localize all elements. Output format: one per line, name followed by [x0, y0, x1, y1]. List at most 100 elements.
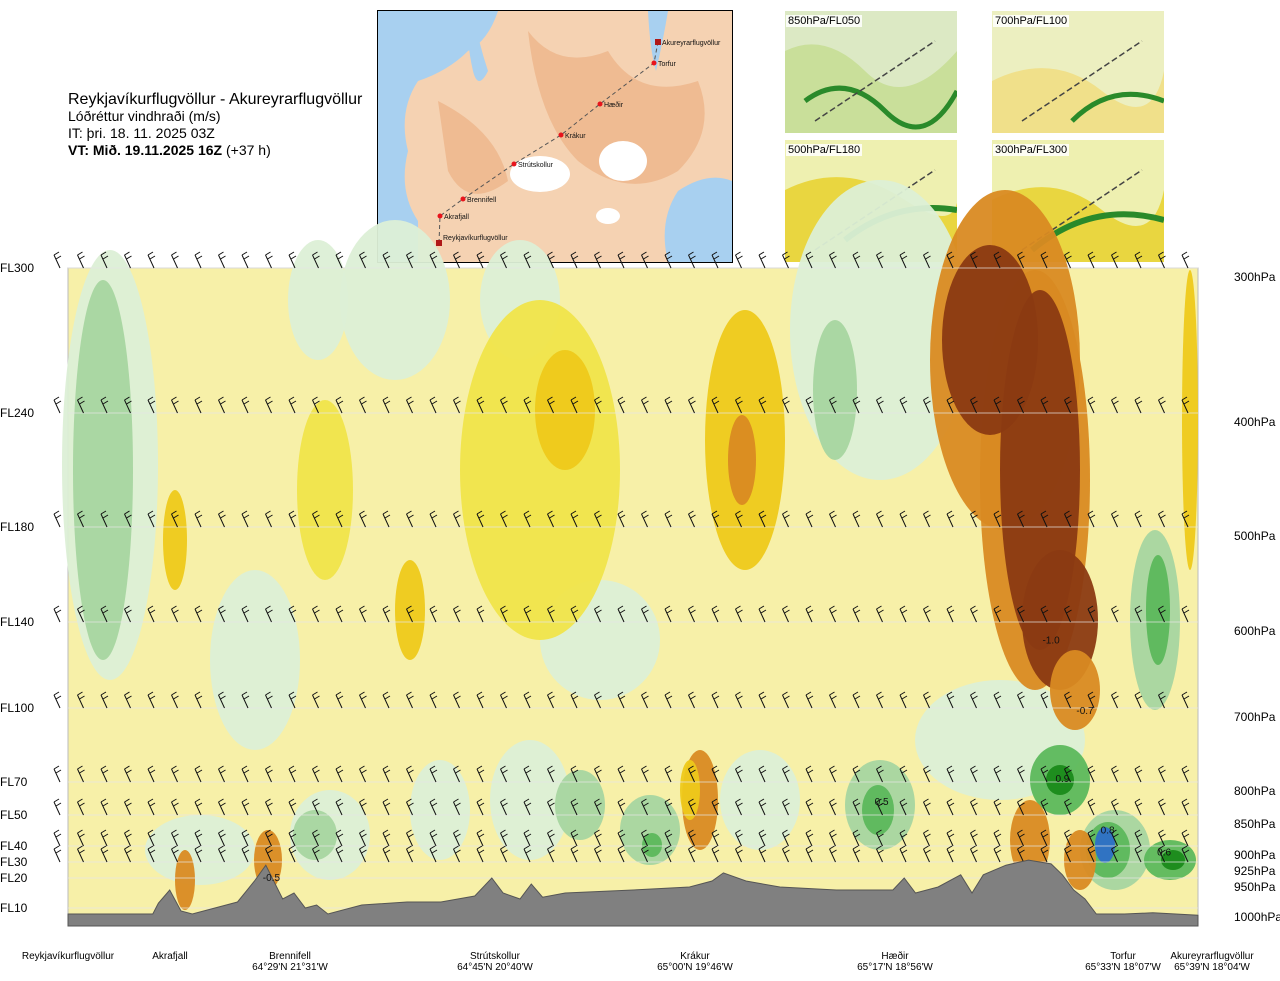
wind-barb [641, 251, 649, 269]
flight-level-label: FL50 [0, 808, 28, 822]
wind-barb [735, 605, 743, 623]
wind-barb [124, 691, 132, 709]
thumbnail-850hpa[interactable]: 850hPa/FL050 [785, 11, 957, 133]
wind-barb [53, 396, 62, 414]
wind-barb [194, 798, 203, 816]
wind-barb [876, 765, 884, 783]
field-region [1146, 555, 1170, 665]
map-point-label: Akrafjall [444, 214, 469, 221]
wind-barb [77, 798, 85, 816]
wind-barb [617, 798, 626, 816]
thumbnail-850-image [785, 11, 957, 133]
wind-barb [218, 829, 226, 847]
wind-barb [970, 829, 978, 847]
wind-barb [218, 798, 226, 816]
wind-barb [594, 691, 602, 709]
wind-barb [1087, 691, 1096, 709]
wind-barb [852, 765, 861, 783]
wind-barb [617, 251, 626, 269]
wind-barb [664, 510, 673, 528]
wind-barb [406, 605, 414, 623]
wind-barb [735, 251, 743, 269]
wind-barb [429, 765, 438, 783]
location-label: Brennifell 64°29'N 21°31'W [235, 951, 345, 973]
wind-barb [312, 605, 320, 623]
valid-time: VT: Mið. 19.11.2025 16Z (+37 h) [68, 142, 362, 159]
wind-barb [77, 251, 85, 269]
wind-barb [218, 845, 226, 863]
location-name: Akrafjall [152, 951, 188, 962]
wind-barb [782, 798, 790, 816]
wind-barb [147, 829, 156, 847]
wind-barb [171, 251, 179, 269]
wind-barb [758, 510, 767, 528]
wind-barb [265, 605, 273, 623]
wind-barb [688, 765, 696, 783]
wind-barb [1181, 251, 1190, 269]
field-region [1050, 650, 1100, 730]
wind-barb [946, 765, 955, 783]
location-name: Strútskollur [469, 951, 520, 962]
wind-barb [688, 396, 696, 414]
location-label: Torfur 65°33'N 18°07'W [1068, 951, 1178, 973]
wind-barb [876, 798, 884, 816]
wind-barb [124, 510, 132, 528]
location-name: Reykjavíkurflugvöllur [21, 951, 115, 962]
wind-barb [147, 605, 156, 623]
map-point-label: Strútskollur [518, 162, 554, 169]
wind-barb [147, 765, 156, 783]
wind-barb [77, 829, 85, 847]
wind-barb [805, 605, 814, 623]
wind-barb [476, 845, 485, 863]
pressure-level-label: 900hPa [1234, 848, 1276, 862]
wind-barb [476, 829, 485, 847]
wind-barb [124, 829, 132, 847]
wind-barb [993, 251, 1002, 269]
wind-barb [194, 691, 203, 709]
wind-barb [711, 605, 720, 623]
location-label: Strútskollur 64°45'N 20°40'W [440, 951, 550, 973]
thumbnail-700hpa[interactable]: 700hPa/FL100 [992, 11, 1164, 133]
wind-barb [664, 765, 673, 783]
wind-barb [77, 605, 85, 623]
wind-barb [1017, 829, 1025, 847]
wind-barb [77, 765, 85, 783]
contour-label: -1.0 [1042, 636, 1060, 647]
wind-barb [852, 251, 861, 269]
wind-barb [617, 605, 626, 623]
wind-barb [547, 829, 555, 847]
thumbnail-label: 500hPa/FL180 [786, 144, 863, 156]
wind-barb [265, 829, 273, 847]
wind-barb [241, 251, 250, 269]
wind-barb [617, 510, 626, 528]
wind-barb [124, 845, 132, 863]
wind-barb [335, 396, 344, 414]
location-label: Hæðir 65°17'N 18°56'W [840, 951, 950, 973]
wind-barb [899, 605, 908, 623]
wind-barb [688, 798, 696, 816]
wind-barb [829, 605, 837, 623]
wind-barb [594, 829, 602, 847]
wind-barb [711, 396, 720, 414]
wind-barb [382, 798, 391, 816]
wind-barb [218, 605, 226, 623]
wind-barb [194, 251, 203, 269]
wind-barb [476, 251, 485, 269]
pressure-level-label: 500hPa [1234, 529, 1276, 543]
location-label: Krákur 65°00'N 19°46'W [640, 951, 750, 973]
wind-barb [570, 765, 579, 783]
wind-barb [194, 845, 203, 863]
flight-level-label: FL300 [0, 261, 35, 275]
map-point-marker [651, 60, 657, 66]
wind-barb [805, 510, 814, 528]
wind-barb [1064, 829, 1072, 847]
wind-barb [617, 396, 626, 414]
wind-barb [429, 396, 438, 414]
wind-barb [53, 798, 62, 816]
wind-barb [1040, 829, 1049, 847]
wind-barb [782, 765, 790, 783]
field-region [210, 570, 300, 750]
wind-barb [899, 251, 908, 269]
wind-barb [429, 798, 438, 816]
